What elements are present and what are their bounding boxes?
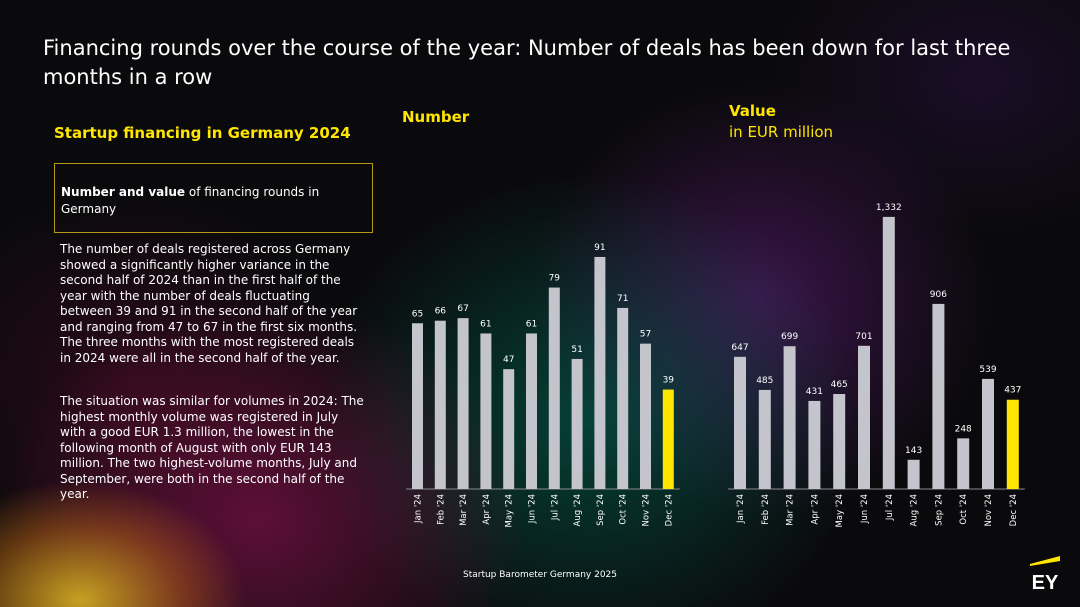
chart-value-bar	[982, 378, 994, 489]
chart-number-bar	[662, 389, 674, 489]
chart-number-tick-label: May '24	[505, 494, 515, 527]
chart-value-bar	[758, 389, 771, 489]
chart-number-bar	[480, 333, 492, 489]
chart-value-tick-label: May '24	[835, 494, 845, 527]
chart-value-tick-label: Oct '24	[959, 494, 969, 525]
chart-number-tick-label: Dec '24	[664, 494, 674, 526]
chart-value-tick-label: Feb '24	[761, 494, 771, 525]
chart-value-bar	[957, 438, 970, 489]
chart-value-data-label: 437	[1004, 386, 1021, 396]
chart-number-data-label: 91	[594, 243, 605, 253]
chart-value-tick-label: Dec '24	[1009, 494, 1019, 526]
page-title: Financing rounds over the course of the …	[43, 36, 1011, 89]
chart-number-data-label: 57	[640, 330, 651, 340]
chart-number-data-label: 71	[617, 294, 628, 304]
chart-number-title: Number	[402, 108, 470, 126]
chart-value-tick-label: Jul '24	[885, 494, 895, 521]
chart-number-tick-label: Mar '24	[459, 494, 469, 526]
chart-value-unit: in EUR million	[729, 123, 834, 141]
ey-logo: EY	[1030, 556, 1060, 592]
chart-value-bar	[808, 400, 821, 489]
chart-number-tick-label: Oct '24	[619, 494, 629, 525]
chart-number-tick-label: Nov '24	[642, 494, 652, 526]
chart-value-title: Value	[729, 102, 776, 120]
section-subtitle: Startup financing in Germany 2024	[54, 124, 351, 142]
chart-number-tick-label: Sep '24	[596, 494, 606, 526]
chart-value-data-label: 647	[731, 343, 748, 353]
chart-value-data-label: 539	[979, 365, 996, 375]
chart-value-data-label: 143	[905, 446, 922, 456]
chart-value-tick-label: Mar '24	[786, 494, 796, 526]
info-box: Number and value of financing rounds in …	[54, 163, 373, 233]
chart-number-data-label: 61	[480, 319, 491, 329]
chart-value-tick-label: Jan '24	[736, 494, 746, 524]
chart-value-tick-label: Nov '24	[984, 494, 994, 526]
chart-number-tick-label: Jan '24	[414, 494, 424, 524]
chart-number-data-label: 47	[503, 355, 514, 365]
chart-value-bar	[734, 356, 746, 489]
chart-value-data-label: 1,332	[876, 203, 902, 213]
chart-value-bar	[833, 394, 846, 489]
chart-number-bar	[548, 287, 560, 489]
chart-value-bar	[1006, 399, 1019, 489]
chart-number-tick-label: Feb '24	[436, 494, 446, 525]
chart-number-tick-label: Jun '24	[528, 494, 538, 524]
chart-value-header: Value in EUR million	[729, 101, 833, 143]
paragraph-number: The number of deals registered across Ge…	[60, 242, 358, 365]
chart-value-tick-label: Aug '24	[910, 494, 920, 526]
footer-text: Startup Barometer Germany 2025	[462, 570, 618, 580]
chart-value-tick-label: Jun '24	[860, 494, 870, 524]
chart-number-bar	[640, 343, 651, 489]
chart-number-bar	[503, 369, 515, 489]
chart-value-data-label: 248	[955, 424, 972, 434]
paragraph-value: The situation was similar for volumes in…	[60, 394, 364, 501]
chart-value-bar	[858, 345, 870, 489]
chart-value-data-label: 485	[756, 376, 773, 386]
chart-number-bar	[617, 307, 629, 489]
chart-value-data-label: 431	[806, 387, 823, 397]
chart-number-data-label: 66	[435, 307, 447, 317]
chart-value-bar	[783, 346, 796, 489]
info-box-text: of financing rounds in Germany	[61, 185, 320, 216]
chart-number-data-label: 79	[549, 274, 561, 284]
chart-value-data-label: 699	[781, 332, 798, 342]
ey-logo-beam	[1030, 556, 1060, 566]
chart-number-bar	[457, 318, 469, 489]
chart-number-data-label: 39	[663, 376, 675, 386]
chart-number-bar	[412, 323, 423, 489]
chart-number-tick-label: Aug '24	[573, 494, 583, 526]
chart-number-bar	[526, 333, 537, 489]
chart-number-bar	[594, 256, 606, 489]
chart-value-bar	[932, 303, 945, 489]
chart-value-bar	[882, 216, 895, 490]
chart-value-tick-label: Apr '24	[810, 494, 820, 525]
chart-number-data-label: 65	[412, 309, 423, 319]
info-box-bold: Number and value	[61, 185, 186, 199]
chart-value-data-label: 906	[930, 290, 947, 300]
chart-value-tick-label: Sep '24	[934, 494, 944, 526]
ey-logo-text: EY	[1032, 572, 1059, 592]
chart-number-bar	[434, 320, 446, 489]
chart-number-data-label: 67	[457, 304, 468, 314]
chart-number-tick-label: Jul '24	[550, 494, 560, 521]
chart-value-data-label: 465	[831, 380, 848, 390]
chart-number-tick-label: Apr '24	[482, 494, 492, 525]
chart-value-data-label: 701	[855, 332, 872, 342]
chart-number-data-label: 61	[526, 319, 537, 329]
chart-number-bar	[571, 358, 583, 489]
chart-value-bar	[907, 459, 920, 489]
chart-number-data-label: 51	[571, 345, 582, 355]
